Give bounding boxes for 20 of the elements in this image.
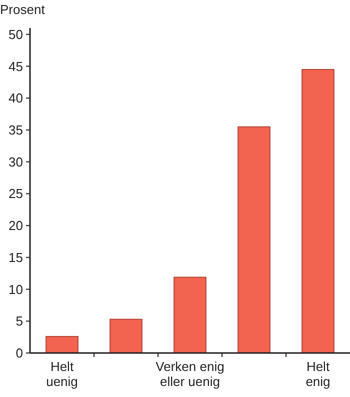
- y-tick-label: 50: [8, 26, 23, 42]
- y-tick-label: 15: [8, 250, 23, 265]
- bar: [110, 318, 142, 354]
- y-tick-label: 25: [8, 186, 23, 202]
- y-tick-label: 20: [8, 218, 23, 234]
- bar: [238, 126, 270, 354]
- x-tick-label: Helt enig: [306, 359, 330, 389]
- y-axis-title: Prosent: [0, 2, 46, 17]
- x-tick-label: Helt uenig: [46, 359, 78, 389]
- y-tick-label: 40: [8, 90, 23, 106]
- bar: [302, 69, 334, 354]
- bar: [46, 336, 78, 354]
- y-tick-label: 5: [16, 314, 23, 329]
- y-tick-label: 30: [8, 154, 23, 170]
- y-tick-label: 0: [16, 346, 23, 361]
- y-tick-label: 45: [8, 58, 23, 74]
- y-tick-label: 35: [8, 122, 23, 138]
- bar: [174, 276, 206, 354]
- x-tick-label: Verken enig eller uenig: [156, 359, 224, 389]
- y-tick-label: 10: [8, 282, 23, 297]
